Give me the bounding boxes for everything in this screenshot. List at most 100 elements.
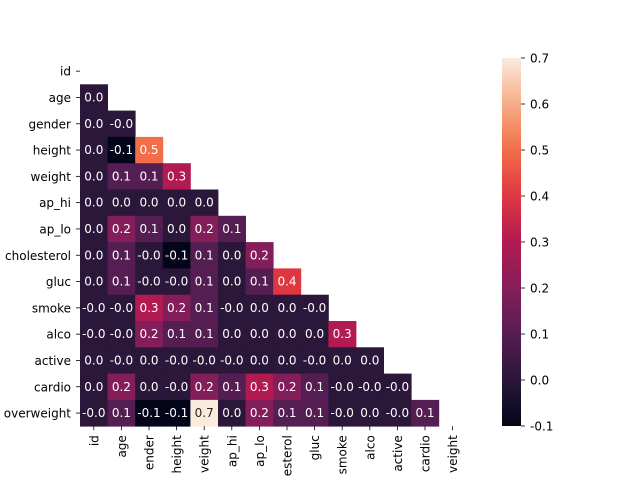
- cell-value: -0.0: [303, 353, 326, 367]
- heatmap-cell: [245, 347, 274, 374]
- y-tick-label: ap_lo: [39, 222, 71, 236]
- cell-value: -0.0: [303, 301, 326, 315]
- heatmap-cell: [80, 294, 108, 322]
- cell-value: 0.1: [222, 380, 241, 394]
- heatmap-cell: [245, 242, 274, 269]
- cell-value: 0.2: [195, 380, 214, 394]
- x-tick-label: alco: [363, 435, 377, 460]
- colorbar-gradient: [502, 58, 521, 426]
- cell-value: -0.0: [165, 275, 188, 289]
- cell-value: 0.0: [112, 196, 131, 210]
- cell-value: 0.0: [167, 196, 186, 210]
- x-tick-label: ap_hi: [225, 435, 239, 467]
- heatmap-cell: [218, 242, 246, 269]
- cell-value: 0.0: [222, 406, 241, 420]
- heatmap-cell: [135, 163, 164, 190]
- heatmap-cell: [162, 189, 191, 217]
- cell-value: 0.0: [84, 196, 103, 210]
- cell-value: 0.1: [222, 222, 241, 236]
- cell-value: 0.5: [139, 143, 158, 157]
- heatmap-cell: [411, 399, 440, 427]
- heatmap-cell: [107, 242, 136, 269]
- cell-value: 0.0: [167, 222, 186, 236]
- cell-value: 0.1: [112, 169, 131, 183]
- cell-value: -0.0: [82, 327, 105, 341]
- heatmap-cell: [135, 294, 164, 322]
- colorbar-tick-label: 0.0: [530, 374, 549, 388]
- heatmap-cell: [107, 110, 136, 138]
- y-tick-label: id: [60, 65, 71, 79]
- cell-value: 0.0: [277, 353, 296, 367]
- heatmap-cell: [190, 215, 219, 243]
- cell-value: 0.1: [195, 327, 214, 341]
- cell-value: -0.0: [110, 327, 133, 341]
- cell-value: 0.0: [84, 275, 103, 289]
- y-tick-label: smoke: [32, 301, 71, 315]
- heatmap-cell: [135, 399, 164, 427]
- cell-value: 0.1: [112, 275, 131, 289]
- cell-value: 0.0: [139, 353, 158, 367]
- heatmap-cell: [135, 189, 164, 217]
- cell-value: -0.0: [220, 353, 243, 367]
- cell-value: 0.1: [277, 406, 296, 420]
- x-tick-label: esterol: [281, 435, 295, 476]
- cell-value: 0.1: [305, 406, 324, 420]
- cell-value: 0.0: [84, 353, 103, 367]
- cell-value: 0.1: [112, 406, 131, 420]
- heatmap-cell: [80, 110, 108, 138]
- heatmap-cell: [190, 189, 219, 217]
- colorbar-tick-label: 0.4: [530, 190, 549, 204]
- cell-value: 0.2: [167, 301, 186, 315]
- heatmap-cell: [162, 242, 191, 269]
- heatmap-cell: [273, 373, 302, 401]
- y-tick-label: age: [49, 91, 71, 105]
- heatmap-cell: [190, 373, 219, 401]
- cell-value: 0.0: [195, 196, 214, 210]
- cell-value: 0.1: [139, 222, 158, 236]
- heatmap-cell: [328, 373, 357, 401]
- cell-value: -0.1: [137, 406, 160, 420]
- cell-value: 0.0: [222, 275, 241, 289]
- heatmap-cell: [107, 347, 136, 374]
- heatmap-cell: [80, 163, 108, 190]
- cell-value: -0.1: [110, 143, 133, 157]
- cell-value: 0.7: [195, 406, 214, 420]
- heatmap-cell: [135, 321, 164, 348]
- heatmap-cell: [273, 294, 302, 322]
- cell-value: 0.0: [84, 117, 103, 131]
- y-tick-label: ap_hi: [39, 196, 71, 210]
- heatmap-cell: [107, 373, 136, 401]
- heatmap-cell: [218, 268, 246, 296]
- heatmap-cell: [356, 347, 384, 374]
- heatmap-cell: [162, 321, 191, 348]
- cell-value: 0.0: [139, 196, 158, 210]
- heatmap-cell: [300, 347, 329, 374]
- cell-value: 0.2: [250, 248, 269, 262]
- cell-value: 0.1: [195, 248, 214, 262]
- cell-value: -0.0: [82, 301, 105, 315]
- colorbar-tick-label: 0.7: [530, 52, 549, 66]
- cell-value: 0.3: [333, 327, 352, 341]
- cell-value: 0.0: [222, 327, 241, 341]
- heatmap-cell: [162, 347, 191, 374]
- heatmap-cell: [356, 373, 384, 401]
- heatmap-cell: [80, 215, 108, 243]
- heatmap-cell: [135, 136, 164, 164]
- heatmap-cell: [218, 373, 246, 401]
- heatmap-cell: [245, 321, 274, 348]
- cell-value: 0.0: [222, 248, 241, 262]
- cell-value: 0.1: [139, 169, 158, 183]
- y-tick-label: active: [35, 354, 71, 368]
- x-tick-label: gluc: [308, 435, 322, 460]
- colorbar-tick-label: -0.1: [530, 420, 553, 434]
- cell-value: -0.0: [386, 380, 409, 394]
- y-tick-label: height: [33, 144, 72, 158]
- heatmap-cell: [80, 242, 108, 269]
- cell-value: -0.0: [137, 248, 160, 262]
- cell-value: 0.0: [139, 380, 158, 394]
- cell-value: -0.0: [137, 275, 160, 289]
- heatmap-cell: [190, 294, 219, 322]
- heatmap-cell: [383, 399, 412, 427]
- cell-value: 0.3: [250, 380, 269, 394]
- colorbar-tick-label: 0.3: [530, 236, 549, 250]
